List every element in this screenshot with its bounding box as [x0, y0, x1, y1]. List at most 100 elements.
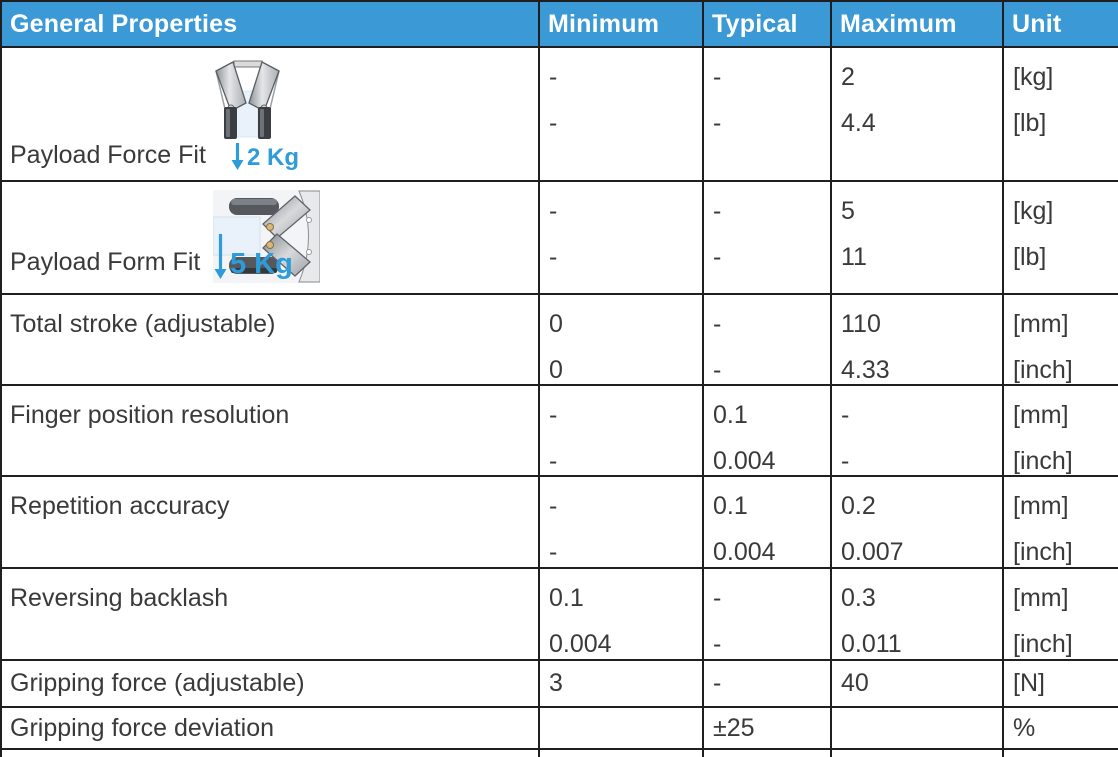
typical-cell: -- [704, 48, 832, 180]
property-label: Payload Force Fit [10, 141, 206, 170]
value-line: 0.011 [841, 630, 902, 658]
minimum-cell [540, 708, 704, 748]
value-line: 0.004 [549, 630, 612, 658]
value-line: [mm] [1013, 492, 1069, 520]
maximum-cell: 110 4.33 [832, 295, 1004, 384]
payload-weight-label: 2 Kg [247, 144, 300, 171]
value-line: 0.007 [841, 538, 904, 566]
payload-annotation: 5 Kg [214, 233, 293, 279]
property-cell: Reversing backlash [2, 569, 540, 659]
maximum-cell [832, 708, 1004, 748]
typical-cell: 0.1 0.004 [704, 477, 832, 567]
minimum-cell: -- [540, 48, 704, 180]
header-title: General Properties [2, 2, 540, 46]
value-line: [kg] [1013, 197, 1054, 225]
header-minimum: Minimum [540, 2, 704, 46]
property-label: Finger position resolution [10, 401, 290, 429]
header-typical: Typical [704, 2, 832, 46]
property-label: Gripping force deviation [10, 713, 275, 742]
value-line: 40 [841, 669, 869, 697]
table-body: 2 Kg Payload Force Fit - - - -2 4.4 [kg] [lb] 5 K… [2, 48, 1118, 750]
value-line: - [713, 63, 722, 91]
minimum-cell: 3 [540, 661, 704, 706]
unit-cell: [kg] [lb] [1004, 48, 1118, 180]
value-line: - [549, 538, 558, 566]
value-line: 0.004 [713, 538, 776, 566]
minimum-cell: -- [540, 386, 704, 475]
value-line: 2 [841, 63, 855, 91]
value-line: 0.004 [713, 447, 776, 475]
property-cell [2, 750, 540, 757]
value-line: [mm] [1013, 310, 1069, 338]
property-label: Total stroke (adjustable) [10, 310, 276, 338]
value-line: 0 [549, 356, 563, 384]
value-line: 4.4 [841, 109, 876, 137]
value-line: - [549, 492, 558, 520]
value-line: 0.2 [841, 492, 876, 520]
gripper-force-fit-image [211, 57, 284, 150]
table-row: Gripping force (adjustable) 3 - 40 [N] [2, 661, 1118, 708]
minimum-cell: 0.1 0.004 [540, 569, 704, 659]
header-maximum: Maximum [832, 2, 1004, 46]
typical-cell: -- [704, 569, 832, 659]
value-line: [lb] [1013, 243, 1047, 271]
value-line: - [713, 584, 722, 612]
value-line: [mm] [1013, 584, 1069, 612]
value-line: - [549, 63, 558, 91]
value-line: [kg] [1013, 63, 1054, 91]
value-line: - [549, 401, 558, 429]
value-line: 110 [841, 310, 881, 338]
payload-annotation: 2 Kg [231, 142, 299, 170]
property-cell: 2 Kg Payload Force Fit [2, 48, 540, 180]
value-line: - [713, 630, 722, 658]
value-line: - [713, 356, 722, 384]
value-line: [lb] [1013, 109, 1047, 137]
value-line: - [549, 197, 558, 225]
maximum-cell: -- [832, 386, 1004, 475]
property-cell: Total stroke (adjustable) [2, 295, 540, 384]
gripper-form-fit-image [212, 190, 321, 290]
value-line: - [713, 197, 722, 225]
property-cell: Repetition accuracy [2, 477, 540, 567]
maximum-cell: 0.3 0.011 [832, 569, 1004, 659]
value-line: % [1013, 713, 1036, 742]
property-label: Gripping force (adjustable) [10, 669, 305, 697]
minimum-cell [540, 750, 704, 757]
value-line: 0 [549, 310, 563, 338]
maximum-cell [832, 750, 1004, 757]
value-line: - [841, 447, 850, 475]
value-line: [inch] [1013, 356, 1073, 384]
unit-cell: [mm] [inch] [1004, 569, 1118, 659]
value-line: [inch] [1013, 538, 1073, 566]
minimum-cell: -- [540, 182, 704, 293]
table-row: Gripping force deviation ±25% [2, 708, 1118, 750]
unit-cell: [kg] [lb] [1004, 182, 1118, 293]
value-line: 4.33 [841, 356, 890, 384]
payload-weight-label: 5 Kg [230, 248, 293, 280]
value-line: [inch] [1013, 630, 1073, 658]
next-row-partial [2, 750, 1118, 757]
maximum-cell: 40 [832, 661, 1004, 706]
unit-cell: % [1004, 708, 1118, 748]
maximum-cell: 5 11 [832, 182, 1004, 293]
value-line: - [549, 109, 558, 137]
value-line: 0.1 [713, 401, 748, 429]
typical-cell: -- [704, 295, 832, 384]
property-cell: Gripping force (adjustable) [2, 661, 540, 706]
value-line: 3 [549, 669, 563, 697]
maximum-cell: 0.2 0.007 [832, 477, 1004, 567]
property-cell: Gripping force deviation [2, 708, 540, 748]
table-header-row: General Properties Minimum Typical Maxim… [2, 2, 1118, 48]
value-line: - [549, 243, 558, 271]
table-row: Total stroke (adjustable) 0 0- -110 4.33 [mm]… [2, 295, 1118, 386]
value-line: - [713, 109, 722, 137]
typical-cell: 0.1 0.004 [704, 386, 832, 475]
unit-cell: [mm] [inch] [1004, 295, 1118, 384]
table-row: 5 Kg Payload Form Fit - - - -5 11 [kg] [lb] [2, 182, 1118, 295]
typical-cell: -- [704, 182, 832, 293]
value-line: - [841, 401, 850, 429]
table-row: Repetition accuracy - - 0.1 0.004 0.2 0.007 [mm… [2, 477, 1118, 569]
value-line: - [713, 669, 722, 697]
